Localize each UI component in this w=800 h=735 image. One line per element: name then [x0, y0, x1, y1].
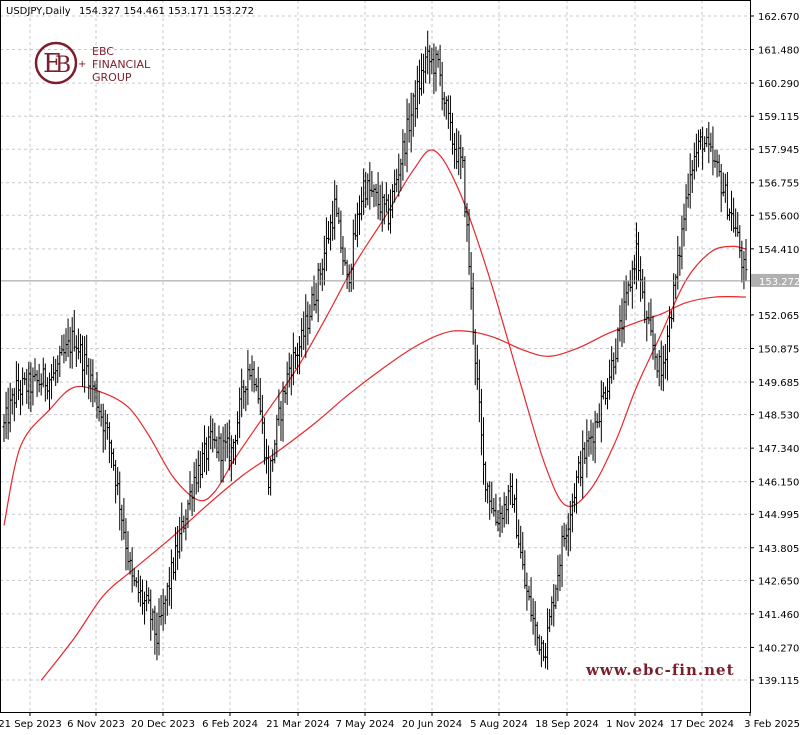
watermark-url: www.ebc-fin.net [585, 661, 735, 679]
current-price-tag: 153.272 [751, 273, 800, 288]
x-tick-label: 1 Nov 2024 [606, 719, 664, 730]
y-tick-label: 161.480 [758, 46, 799, 57]
x-tick-label: 20 Jun 2024 [402, 719, 462, 730]
x-tick-label: 21 Mar 2024 [266, 719, 329, 730]
y-tick-label: 155.600 [758, 211, 799, 222]
x-tick-label: 3 Feb 2025 [744, 719, 800, 730]
ohlc-values: 154.327 154.461 153.171 153.272 [79, 6, 254, 17]
y-tick-label: 154.410 [758, 245, 799, 256]
logo-monogram-icon: E [43, 49, 62, 79]
ma-fast-path [3, 149, 747, 526]
y-tick-label: 148.530 [758, 411, 799, 422]
x-tick-label: 18 Sep 2024 [535, 719, 598, 730]
price-bars [2, 30, 748, 670]
y-tick-label: 144.995 [758, 510, 799, 521]
ma-slow-path [40, 296, 747, 681]
x-axis: 21 Sep 2023 6 Nov 2023 20 Dec 2023 6 Feb 20… [0, 712, 800, 730]
logo-line-2: FINANCIAL [92, 58, 151, 71]
ma-slow-line [40, 296, 747, 681]
y-tick-label: 143.805 [758, 544, 799, 555]
logo-line-3: GROUP [92, 71, 132, 84]
x-tick-label: 6 Nov 2023 [67, 719, 125, 730]
x-tick-label: 5 Aug 2024 [470, 719, 528, 730]
price-bar [744, 238, 748, 282]
x-tick-label: 6 Feb 2024 [202, 719, 258, 730]
y-tick-label: 157.945 [758, 145, 799, 156]
y-tick-label: 156.755 [758, 179, 799, 190]
x-tick-label: 17 Dec 2024 [670, 719, 734, 730]
chart-symbol-label: USDJPY,Daily [6, 6, 71, 17]
y-tick-label: 140.270 [758, 643, 799, 654]
y-tick-label: 152.065 [758, 311, 799, 322]
ebc-logo: E B + EBC FINANCIAL GROUP [34, 41, 151, 85]
y-tick-label: 160.290 [758, 79, 799, 90]
y-tick-label: 150.875 [758, 344, 799, 355]
y-tick-label: 149.685 [758, 378, 799, 389]
y-tick-label: 141.460 [758, 610, 799, 621]
logo-monogram-b-icon: B [55, 53, 71, 78]
x-tick-label: 21 Sep 2023 [0, 719, 62, 730]
ma-fast-line [3, 149, 747, 526]
logo-line-1: EBC [92, 45, 114, 58]
plot-frame [0, 0, 751, 713]
y-tick-label: 139.115 [758, 676, 799, 687]
y-axis: 162.670 161.480 160.290 159.115 157.945 156.7… [750, 12, 799, 687]
y-tick-label: 146.150 [758, 478, 799, 489]
y-tick-label: 147.340 [758, 444, 799, 455]
y-tick-label: 159.115 [758, 112, 799, 123]
y-tick-label: 142.650 [758, 576, 799, 587]
grid-lines [0, 0, 750, 712]
logo-plus-icon: + [78, 59, 86, 70]
x-tick-label: 20 Dec 2023 [131, 719, 195, 730]
plot-area [0, 0, 750, 712]
current-price-value: 153.272 [759, 277, 800, 288]
logo-circle-icon [34, 41, 78, 85]
y-tick-label: 162.670 [758, 12, 799, 23]
x-tick-label: 7 May 2024 [336, 719, 395, 730]
